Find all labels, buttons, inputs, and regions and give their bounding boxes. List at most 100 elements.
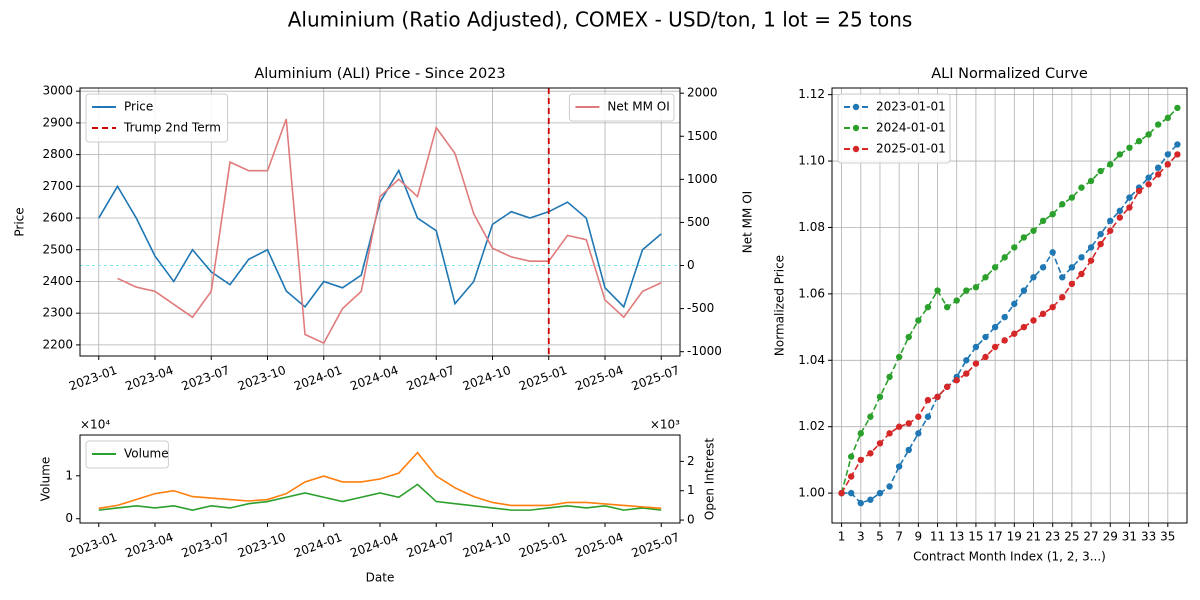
x-tick-label: 25 xyxy=(1064,530,1079,544)
x-tick-label: 17 xyxy=(987,530,1002,544)
series-marker xyxy=(1078,270,1085,278)
y2-tick-label: 500 xyxy=(687,215,710,229)
legend-marker xyxy=(852,124,860,132)
series-marker xyxy=(982,274,989,281)
plot-frame xyxy=(831,87,1188,524)
series-marker xyxy=(838,489,845,497)
series-marker xyxy=(1020,234,1028,241)
y-tick-label: 2500 xyxy=(42,242,73,256)
x-tick-label: 2023-04 xyxy=(123,363,175,393)
series-marker xyxy=(1145,181,1152,188)
x-tick-label: 2025-07 xyxy=(630,530,682,560)
y-tick-label: 0 xyxy=(65,511,73,525)
y-offset-label: ×10⁴ xyxy=(80,418,110,432)
x-tick-label: 33 xyxy=(1141,530,1156,544)
series-marker xyxy=(1049,210,1056,218)
series-marker xyxy=(857,499,864,507)
y-tick-label: 3000 xyxy=(42,84,73,98)
x-axis-label: Contract Month Index (1, 2, 3...) xyxy=(913,550,1106,564)
x-tick-label: 2025-01 xyxy=(517,530,569,560)
chart-title: ALI Normalized Curve xyxy=(931,66,1088,82)
series-marker xyxy=(1030,227,1037,234)
x-tick-label: 19 xyxy=(1007,530,1022,544)
series-marker xyxy=(982,333,989,341)
y-tick-label: 2800 xyxy=(42,147,73,161)
y-tick-label: 2300 xyxy=(42,306,73,320)
legend-label: Net MM OI xyxy=(607,100,669,114)
series-marker xyxy=(876,393,884,401)
legend-label: Price xyxy=(124,100,153,114)
series-marker xyxy=(1145,131,1152,138)
series-marker xyxy=(1155,171,1162,178)
y-tick-label: 1.08 xyxy=(798,220,825,234)
x-tick-label: 2023-07 xyxy=(180,363,232,393)
series-marker xyxy=(943,383,951,391)
series-line xyxy=(98,451,662,510)
series-marker xyxy=(847,489,855,497)
x-tick-label: 2025-04 xyxy=(573,363,625,393)
series-marker xyxy=(915,413,922,420)
x-tick-label: 21 xyxy=(1026,530,1041,544)
x-tick-label: 2024-10 xyxy=(461,530,513,560)
y-tick-label: 2200 xyxy=(42,337,73,351)
y-axis-label: Normalized Price xyxy=(773,255,787,356)
x-tick-label: 2024-04 xyxy=(348,530,400,560)
x-tick-label: 2025-07 xyxy=(630,363,682,393)
x-tick-label: 29 xyxy=(1103,530,1118,544)
series-marker xyxy=(867,496,874,503)
series-marker xyxy=(1011,330,1018,337)
x-tick-label: 15 xyxy=(968,530,983,544)
x-tick-label: 2023-07 xyxy=(180,530,232,560)
y2-tick-label: 1 xyxy=(687,483,695,497)
x-tick-label: 35 xyxy=(1160,530,1175,544)
series-marker xyxy=(924,303,932,311)
series-line xyxy=(98,168,662,309)
series-marker xyxy=(1068,280,1076,288)
legend-marker xyxy=(852,145,860,153)
series-marker xyxy=(1001,254,1008,261)
series-marker xyxy=(857,456,864,464)
series-marker xyxy=(1011,300,1018,308)
series-marker xyxy=(847,453,855,460)
y2-tick-label: 0 xyxy=(687,513,695,527)
legend-box xyxy=(85,93,229,143)
series-marker xyxy=(915,430,922,437)
x-tick-label: 3 xyxy=(857,530,865,544)
series-marker xyxy=(1049,303,1056,311)
series-marker xyxy=(991,264,999,271)
series-marker xyxy=(1059,201,1066,208)
x-tick-label: 2023-01 xyxy=(67,363,119,393)
x-axis-label: Date xyxy=(366,571,395,585)
x-tick-label: 11 xyxy=(930,530,945,544)
series-marker xyxy=(991,323,999,331)
series-marker xyxy=(847,473,855,480)
series-line xyxy=(117,118,662,345)
series-marker xyxy=(1174,151,1181,158)
series-marker xyxy=(886,430,893,437)
series-marker xyxy=(1020,287,1028,294)
series-marker xyxy=(1078,254,1085,261)
series-marker xyxy=(1087,257,1095,264)
series-marker xyxy=(1097,240,1104,248)
x-tick-label: 2023-10 xyxy=(236,363,288,393)
legend-label: Volume xyxy=(124,447,169,461)
series-marker xyxy=(1039,264,1047,271)
y-axis-label: Volume xyxy=(39,457,53,502)
series-marker xyxy=(991,343,999,351)
series-marker xyxy=(963,357,970,364)
series-marker xyxy=(886,373,893,381)
series-marker xyxy=(905,333,912,341)
y2-tick-label: 1500 xyxy=(687,129,718,143)
series-marker xyxy=(857,430,864,437)
y-tick-label: 1 xyxy=(65,468,73,482)
series-marker xyxy=(876,489,884,497)
series-marker xyxy=(1039,310,1047,318)
series-marker xyxy=(1126,204,1133,211)
series-marker xyxy=(982,353,989,361)
x-tick-label: 2024-07 xyxy=(405,530,457,560)
y2-tick-label: 2 xyxy=(687,454,695,468)
series-marker xyxy=(1155,164,1162,171)
series-marker xyxy=(953,377,960,384)
series-marker xyxy=(905,420,912,427)
y-tick-label: 2600 xyxy=(42,211,73,225)
